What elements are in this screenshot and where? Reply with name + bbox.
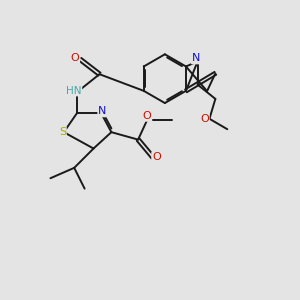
Text: N: N (192, 53, 200, 64)
Text: S: S (59, 127, 66, 137)
Text: N: N (98, 106, 106, 116)
Text: O: O (143, 111, 152, 121)
Text: HN: HN (66, 85, 81, 96)
Text: O: O (70, 53, 79, 63)
Text: O: O (152, 152, 161, 162)
Text: O: O (200, 114, 209, 124)
